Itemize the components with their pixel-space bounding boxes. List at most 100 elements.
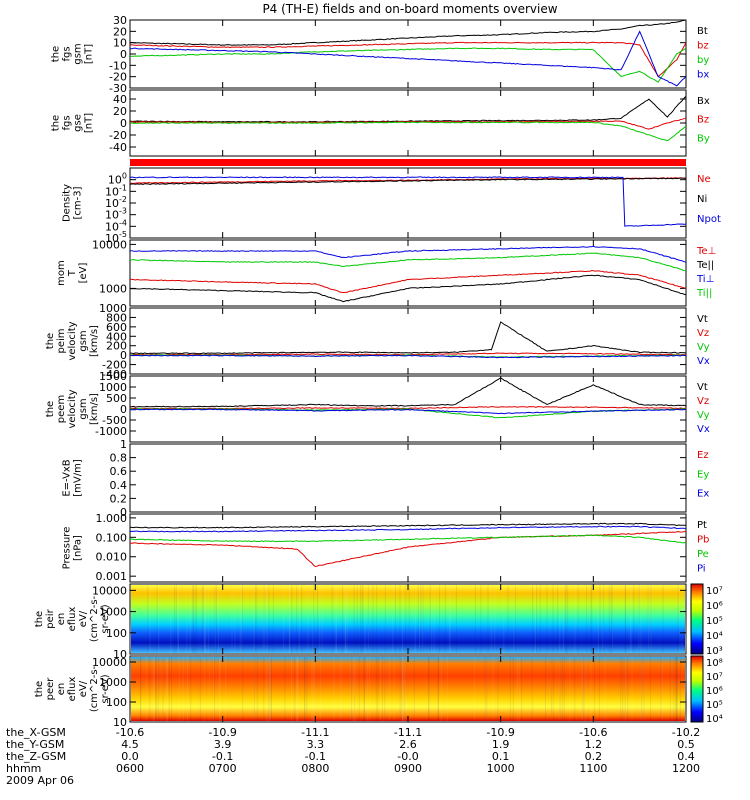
legend-By: By xyxy=(697,133,710,144)
y-axis-label: peim xyxy=(56,328,67,353)
x-tick-value: -10.2 xyxy=(672,726,700,739)
y-axis-label: gsm xyxy=(78,398,89,419)
y-tick-label: -20 xyxy=(109,129,127,142)
series-line-Vx xyxy=(130,408,686,415)
y-tick-label: 10 xyxy=(113,716,127,729)
legend-by: by xyxy=(697,55,709,66)
colorbar-label: 10⁵ xyxy=(706,700,723,711)
y-tick-label: 100 xyxy=(106,696,127,709)
x-tick-value: 0900 xyxy=(394,762,422,775)
panel-peer_spectrogram: 10⁸ 10⁷ 10⁶ 10⁵ 10⁴ 10000 1000 100 10 the peer en ef… xyxy=(34,655,723,729)
series-line-Pi xyxy=(130,525,686,533)
y-axis-label: (cm^2-s- xyxy=(89,595,100,642)
y-axis-label: [cm-3] xyxy=(73,186,84,219)
legend-Vt: Vt xyxy=(697,382,708,393)
y-tick-label: -10 xyxy=(109,59,127,72)
y-axis-label: eV/ xyxy=(78,610,89,627)
series-line-Bt xyxy=(130,20,686,46)
y-tick-exponent: -4 xyxy=(119,218,127,227)
y-tick-label: 40 xyxy=(113,93,127,106)
series-line-Ti|| xyxy=(130,252,686,272)
legend-Pb: Pb xyxy=(697,535,709,546)
series-line-Te⊥ xyxy=(130,270,686,294)
y-axis-label: [nT] xyxy=(84,44,95,64)
y-axis-label: [km/s] xyxy=(89,393,100,425)
colorbar-label: 10⁷ xyxy=(706,586,723,597)
panel-exb: 10.80.60.40.20 E=-VxB [mV/m] Ez Ey Ex xyxy=(62,438,710,519)
panel-frame xyxy=(129,307,687,375)
legend-Vt: Vt xyxy=(697,314,708,325)
y-tick-label: -30 xyxy=(109,82,127,95)
y-axis-label: en xyxy=(56,613,67,626)
x-tick-value: 0.0 xyxy=(121,750,139,763)
x-tick-value: 3.3 xyxy=(307,738,325,751)
series-line-Ne xyxy=(130,177,686,184)
legend-Ey: Ey xyxy=(697,469,709,480)
series-line-Bx xyxy=(130,95,686,123)
series-line-Ti⊥ xyxy=(130,245,686,263)
y-tick-label: 0.010 xyxy=(96,551,128,564)
legend-Ti||: Ti|| xyxy=(696,288,712,299)
date-label: 2009 Apr 06 xyxy=(6,774,74,787)
y-tick-label: 0 xyxy=(120,117,127,130)
legend-Vz: Vz xyxy=(697,328,709,339)
x-tick-value: -10.6 xyxy=(116,726,144,739)
y-tick-label: 0 xyxy=(120,48,127,61)
y-tick-label: -40 xyxy=(109,141,127,154)
x-tick-value: -10.9 xyxy=(486,726,514,739)
y-axis-label: [nPa] xyxy=(73,535,84,561)
legend-Ni: Ni xyxy=(697,194,707,205)
y-tick-label: 800 xyxy=(106,311,127,324)
series-group xyxy=(130,245,686,303)
colorbar xyxy=(690,583,704,655)
y-tick-label: 600 xyxy=(106,321,127,334)
y-tick-label: 30 xyxy=(113,14,127,27)
legend-Bx: Bx xyxy=(697,96,710,107)
x-tick-value: 0.4 xyxy=(677,750,695,763)
y-axis-label: eV/ xyxy=(78,680,89,697)
y-tick-label: 200 xyxy=(106,340,127,353)
colorbar-label: 10⁸ xyxy=(706,658,723,669)
x-tick-value: 1.2 xyxy=(585,738,603,751)
panel-peir_spectrogram: 10⁷ 10⁶ 10⁵ 10⁴ 10³ 10000 1000 100 10 the peir en ef… xyxy=(34,583,723,661)
y-axis-label: Pressure xyxy=(62,527,73,570)
colorbar-label: 10⁴ xyxy=(706,631,723,642)
y-tick-label: -1000 xyxy=(95,425,127,438)
series-group xyxy=(130,522,686,568)
x-tick-value: 1.9 xyxy=(492,738,510,751)
y-tick-label: 0.6 xyxy=(110,465,128,478)
legend-Vx: Vx xyxy=(697,356,710,367)
y-tick-label: 10000 xyxy=(92,584,127,597)
series-group xyxy=(130,95,686,142)
y-axis-label: gsm xyxy=(78,330,89,351)
y-tick-label: 0.2 xyxy=(110,492,128,505)
y-tick-label: 10000 xyxy=(92,656,127,669)
series-line-Vt xyxy=(130,321,686,355)
panel-frame xyxy=(129,239,687,307)
colorbar-label: 10⁷ xyxy=(706,672,723,683)
x-tick-value: -10.9 xyxy=(208,726,236,739)
spectrogram-image xyxy=(131,657,685,721)
y-tick-label: 500 xyxy=(106,392,127,405)
figure-title: P4 (TH-E) fields and on-board moments ov… xyxy=(262,2,557,16)
legend-Te||: Te|| xyxy=(696,260,714,271)
y-tick-label: 100 xyxy=(106,627,127,640)
y-tick-label: -500 xyxy=(102,414,127,427)
y-axis-label: Density xyxy=(62,184,73,222)
y-axis-label: [nT] xyxy=(84,113,95,133)
legend-Vz: Vz xyxy=(697,396,709,407)
x-tick-value: -11.1 xyxy=(301,726,329,739)
legend-Bz: Bz xyxy=(697,115,709,126)
y-axis-label: the xyxy=(34,681,45,697)
series-line-Pb xyxy=(130,531,686,568)
series-line-Npot xyxy=(130,176,686,227)
y-tick-label: 0 xyxy=(120,403,127,416)
y-tick-label: 1500 xyxy=(99,370,127,383)
y-tick-label: 1000 xyxy=(99,606,127,619)
y-axis-label: fgs xyxy=(62,46,73,61)
x-tick-value: 0.2 xyxy=(585,750,603,763)
